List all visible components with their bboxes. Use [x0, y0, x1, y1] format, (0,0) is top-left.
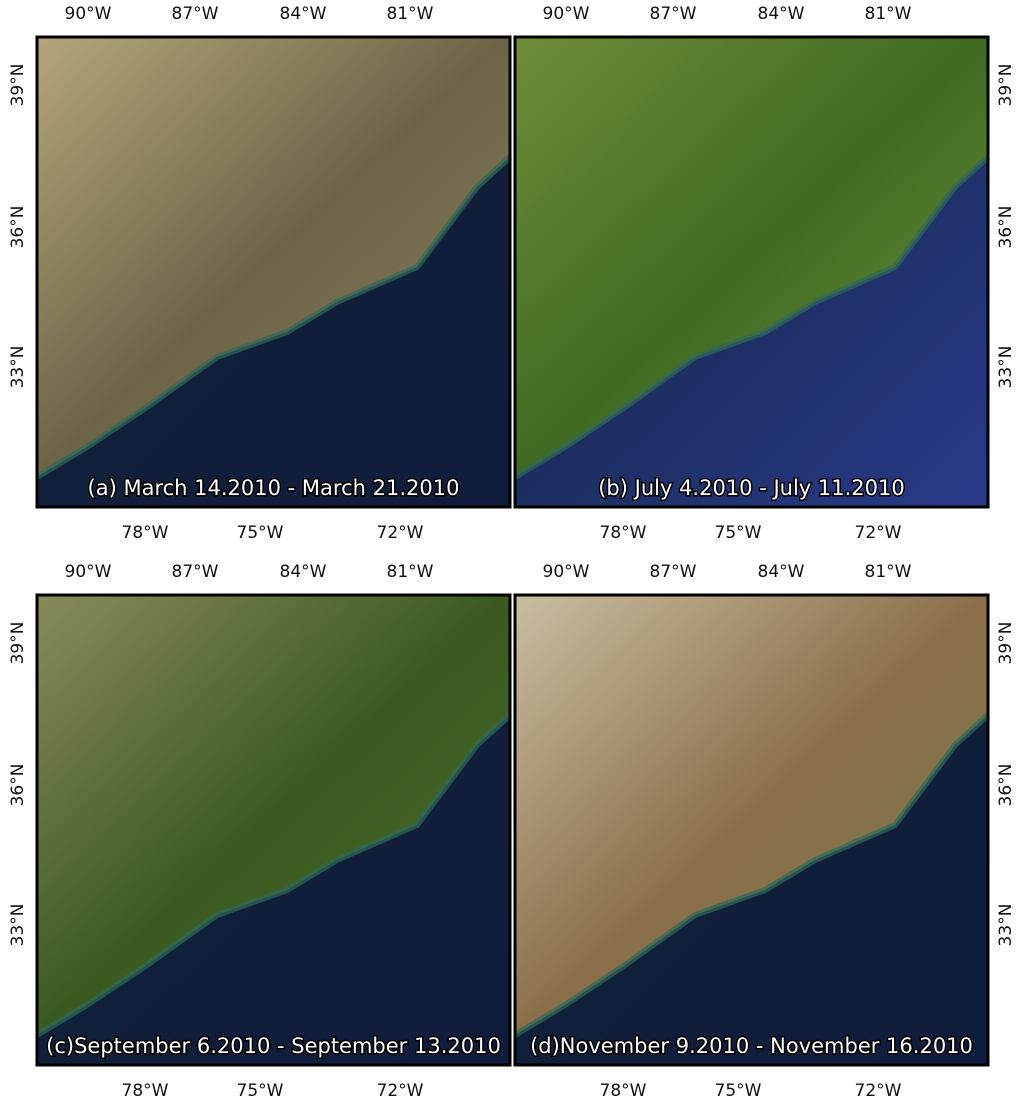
latitude-label: 36°N	[8, 206, 28, 249]
longitude-label: 72°W	[377, 1081, 424, 1101]
longitude-label: 72°W	[855, 523, 902, 543]
longitude-label: 81°W	[865, 562, 912, 582]
longitude-label: 81°W	[387, 4, 434, 24]
panel-caption: (a) March 14.2010 - March 21.2010	[88, 476, 460, 500]
latitude-label: 33°N	[996, 904, 1016, 947]
latitude-label: 39°N	[996, 64, 1016, 107]
latitude-label: 39°N	[996, 622, 1016, 665]
land	[515, 595, 988, 1035]
longitude-label: 81°W	[387, 562, 434, 582]
panel-frame	[35, 35, 512, 509]
coastline	[513, 154, 991, 480]
coastline	[35, 154, 513, 480]
longitude-label: 84°W	[280, 562, 327, 582]
longitude-label: 90°W	[65, 4, 112, 24]
panel-caption: (c)September 6.2010 - September 13.2010	[46, 1034, 501, 1058]
longitude-label: 78°W	[122, 1081, 169, 1101]
longitude-label: 87°W	[650, 4, 697, 24]
latitude-label: 36°N	[996, 764, 1016, 807]
longitude-label: 87°W	[650, 562, 697, 582]
latitude-label: 33°N	[8, 346, 28, 389]
latitude-label: 33°N	[8, 904, 28, 947]
map-panel: 90°W 87°W 84°W 81°W 78°W 75°W 72°W 39°N 36°N 33°N…	[8, 562, 513, 1101]
land	[37, 37, 510, 477]
longitude-label: 84°W	[758, 4, 805, 24]
longitude-label: 84°W	[280, 4, 327, 24]
longitude-label: 81°W	[865, 4, 912, 24]
longitude-label: 72°W	[377, 523, 424, 543]
longitude-label: 90°W	[65, 562, 112, 582]
longitude-label: 78°W	[600, 1081, 647, 1101]
longitude-label: 84°W	[758, 562, 805, 582]
latitude-label: 39°N	[8, 622, 28, 665]
coastline	[35, 712, 513, 1038]
latitude-label: 36°N	[8, 764, 28, 807]
longitude-label: 90°W	[543, 562, 590, 582]
latitude-label: 33°N	[996, 346, 1016, 389]
longitude-label: 90°W	[543, 4, 590, 24]
coastline	[513, 712, 991, 1038]
map-panel: 90°W 87°W 84°W 81°W 78°W 75°W 72°W 39°N 36°N 33°N…	[513, 4, 1016, 543]
longitude-label: 72°W	[855, 1081, 902, 1101]
longitude-label: 78°W	[122, 523, 169, 543]
longitude-label: 75°W	[715, 1081, 762, 1101]
latitude-label: 36°N	[996, 206, 1016, 249]
latitude-label: 39°N	[8, 64, 28, 107]
panel-frame	[513, 593, 990, 1067]
longitude-label: 78°W	[600, 523, 647, 543]
longitude-label: 87°W	[172, 4, 219, 24]
panel-frame	[513, 35, 990, 509]
longitude-label: 75°W	[715, 523, 762, 543]
land	[37, 595, 510, 1035]
map-panel: 90°W 87°W 84°W 81°W 78°W 75°W 72°W 39°N 36°N 33°N…	[8, 4, 513, 543]
longitude-label: 75°W	[237, 523, 284, 543]
panel-caption: (d)November 9.2010 - November 16.2010	[530, 1034, 973, 1058]
longitude-label: 87°W	[172, 562, 219, 582]
panel-caption: (b) July 4.2010 - July 11.2010	[598, 476, 905, 500]
land	[515, 37, 988, 477]
longitude-label: 75°W	[237, 1081, 284, 1101]
panel-frame	[35, 593, 512, 1067]
map-panel: 90°W 87°W 84°W 81°W 78°W 75°W 72°W 39°N 36°N 33°N…	[513, 562, 1016, 1101]
